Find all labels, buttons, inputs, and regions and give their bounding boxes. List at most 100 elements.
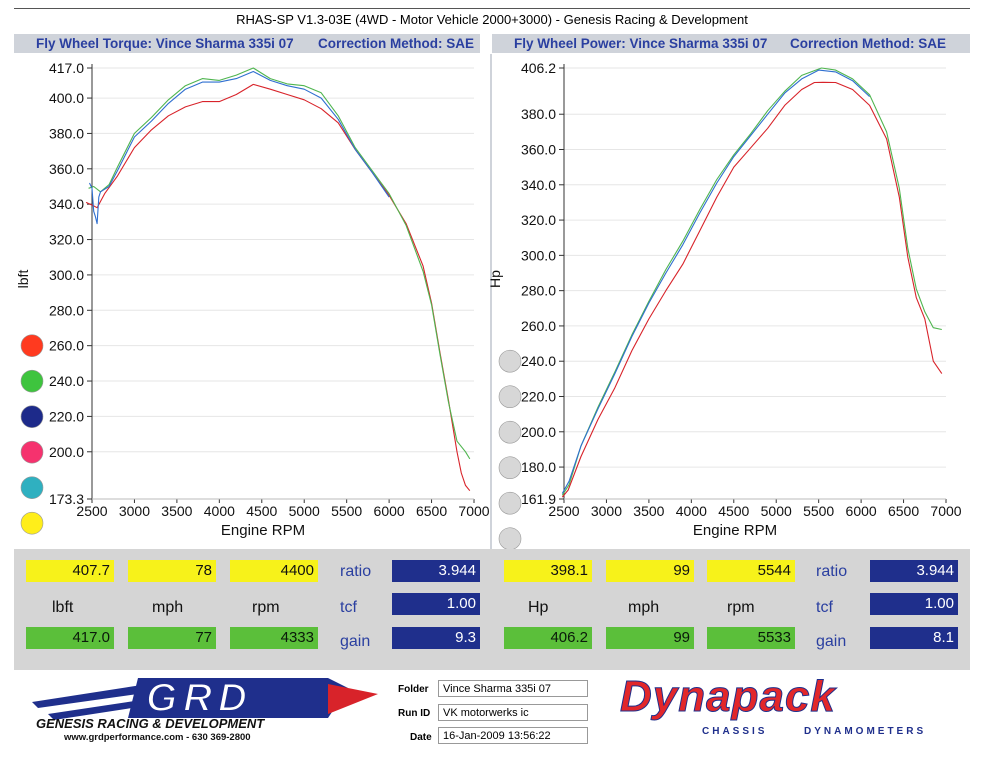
torque-ratio-value: 3.944 bbox=[392, 560, 480, 582]
y-tick-label: 220.0 bbox=[49, 408, 84, 424]
power-tcf-label: tcf bbox=[816, 599, 833, 616]
date-label: Date bbox=[410, 732, 432, 743]
x-tick-label: 5500 bbox=[331, 503, 362, 519]
x-axis-label: Engine RPM bbox=[693, 522, 777, 539]
y-tick-label: 180.0 bbox=[521, 459, 556, 475]
run-color-dot bbox=[20, 440, 44, 464]
y-tick-label: 280.0 bbox=[49, 302, 84, 318]
grd-mark: GRD bbox=[145, 675, 253, 721]
run-color-dot bbox=[498, 385, 522, 409]
power-header-method: Correction Method: SAE bbox=[790, 36, 947, 51]
run-color-dot bbox=[20, 334, 44, 357]
torque-max-value: 417.0 bbox=[26, 627, 114, 649]
x-tick-label: 5500 bbox=[803, 503, 834, 519]
y-tick-label: 300.0 bbox=[521, 247, 556, 263]
x-tick-label: 4500 bbox=[718, 503, 749, 519]
x-tick-label: 4500 bbox=[246, 503, 277, 519]
y-tick-label: 260.0 bbox=[521, 318, 556, 334]
y-tick-label: 320.0 bbox=[521, 212, 556, 228]
power-rpm-label: rpm bbox=[727, 599, 755, 616]
run-color-dot bbox=[498, 349, 522, 373]
power-ratio-value: 3.944 bbox=[870, 560, 958, 582]
footer: GRD GENESIS RACING & DEVELOPMENT www.grd… bbox=[14, 670, 970, 744]
y-tick-label: 220.0 bbox=[521, 388, 556, 404]
x-tick-label: 6000 bbox=[374, 503, 405, 519]
dynapack-tagline-left: CHASSIS bbox=[702, 726, 768, 737]
dyno-sheet: RHAS-SP V1.3-03E (4WD - Motor Vehicle 20… bbox=[14, 8, 970, 744]
torque-chart: 417.0 400.0 380.0 360.0 340.0 320.0 300.0 280.0… bbox=[15, 60, 490, 539]
y-tick-label: 320.0 bbox=[49, 232, 84, 248]
y-tick-label: 360.0 bbox=[521, 142, 556, 158]
power-panel: 406.2 380.0 360.0 340.0 320.0 300.0 280.0 260.0… bbox=[487, 54, 962, 551]
x-tick-label: 3500 bbox=[161, 503, 192, 519]
power-gain-value: 8.1 bbox=[870, 627, 958, 649]
y-tick-label: 240.0 bbox=[521, 353, 556, 369]
torque-gain-value: 9.3 bbox=[392, 627, 480, 649]
power-gain-label: gain bbox=[816, 633, 847, 650]
folder-label: Folder bbox=[398, 684, 429, 695]
power-mph-label: mph bbox=[628, 599, 660, 616]
torque-header-method: Correction Method: SAE bbox=[318, 36, 475, 51]
run-color-dot bbox=[20, 511, 44, 535]
grd-name: GENESIS RACING & DEVELOPMENT bbox=[36, 716, 265, 731]
y-tick-label: 200.0 bbox=[49, 444, 84, 460]
run-color-dot bbox=[20, 405, 44, 428]
readout-area: 407.7 78 4400 lbft mph rpm 417.0 77 4333… bbox=[14, 549, 970, 673]
panel-divider bbox=[490, 54, 492, 549]
grd-logo: GRD GENESIS RACING & DEVELOPMENT www.grd… bbox=[28, 674, 388, 743]
dynapack-logo: Dynapack CHASSIS DYNAMOMETERS bbox=[620, 672, 950, 740]
date-value: 16-Jan-2009 13:56:22 bbox=[438, 727, 588, 744]
x-tick-label: 3000 bbox=[591, 503, 622, 519]
x-tick-label: 4000 bbox=[676, 503, 707, 519]
y-tick-label: 360.0 bbox=[49, 161, 84, 177]
y-tick-label: 200.0 bbox=[521, 424, 556, 440]
x-tick-label: 3000 bbox=[119, 503, 150, 519]
torque-tcf-label: tcf bbox=[340, 599, 357, 616]
series-line-green bbox=[561, 67, 942, 496]
power-current-value: 398.1 bbox=[504, 560, 592, 582]
x-tick-label: 2500 bbox=[548, 503, 579, 519]
x-tick-label: 7000 bbox=[458, 503, 489, 519]
folder-value: Vince Sharma 335i 07 bbox=[438, 680, 588, 697]
y-tick-label: 161.9 bbox=[521, 491, 556, 507]
power-tcf-value: 1.00 bbox=[870, 593, 958, 615]
torque-ratio-label: ratio bbox=[340, 563, 372, 580]
top-rule bbox=[14, 8, 970, 9]
y-tick-label: 260.0 bbox=[49, 338, 84, 354]
y-tick-label: 173.3 bbox=[49, 491, 84, 507]
y-tick-label: 406.2 bbox=[521, 60, 556, 76]
run-color-dot bbox=[498, 456, 522, 480]
torque-tcf-value: 1.00 bbox=[392, 593, 480, 615]
torque-max-rpm: 4333 bbox=[230, 627, 318, 649]
torque-current-value: 407.7 bbox=[26, 560, 114, 582]
power-unit-label: Hp bbox=[528, 599, 549, 616]
run-color-dot bbox=[498, 420, 522, 444]
torque-max-mph: 77 bbox=[128, 627, 216, 649]
y-tick-label: 240.0 bbox=[49, 373, 84, 389]
x-tick-label: 6500 bbox=[888, 503, 919, 519]
power-max-mph: 99 bbox=[606, 627, 694, 649]
torque-header: Fly Wheel Torque: Vince Sharma 335i 07 C… bbox=[14, 34, 480, 53]
series-line-blue bbox=[561, 69, 870, 494]
power-max-rpm: 5533 bbox=[707, 627, 795, 649]
grd-swoosh-graphic bbox=[32, 678, 378, 720]
y-axis-label: Hp bbox=[487, 270, 503, 288]
y-tick-label: 380.0 bbox=[521, 106, 556, 122]
y-tick-label: 400.0 bbox=[49, 90, 84, 106]
y-tick-label: 340.0 bbox=[521, 177, 556, 193]
power-current-mph: 99 bbox=[606, 560, 694, 582]
torque-rpm-label: rpm bbox=[252, 599, 280, 616]
series-line-red bbox=[561, 81, 943, 498]
power-chart: 406.2 380.0 360.0 340.0 320.0 300.0 280.0 260.0… bbox=[487, 60, 962, 551]
page-title: RHAS-SP V1.3-03E (4WD - Motor Vehicle 20… bbox=[236, 12, 748, 27]
x-tick-label: 5000 bbox=[289, 503, 320, 519]
y-tick-label: 280.0 bbox=[521, 283, 556, 299]
torque-gain-label: gain bbox=[340, 633, 371, 650]
x-tick-label: 4000 bbox=[204, 503, 235, 519]
torque-header-title: Fly Wheel Torque: Vince Sharma 335i 07 bbox=[36, 36, 294, 51]
torque-unit-label: lbft bbox=[52, 599, 74, 616]
dynapack-tagline-right: DYNAMOMETERS bbox=[804, 726, 927, 737]
x-tick-label: 2500 bbox=[76, 503, 107, 519]
power-max-value: 406.2 bbox=[504, 627, 592, 649]
runid-label: Run ID bbox=[398, 708, 431, 719]
